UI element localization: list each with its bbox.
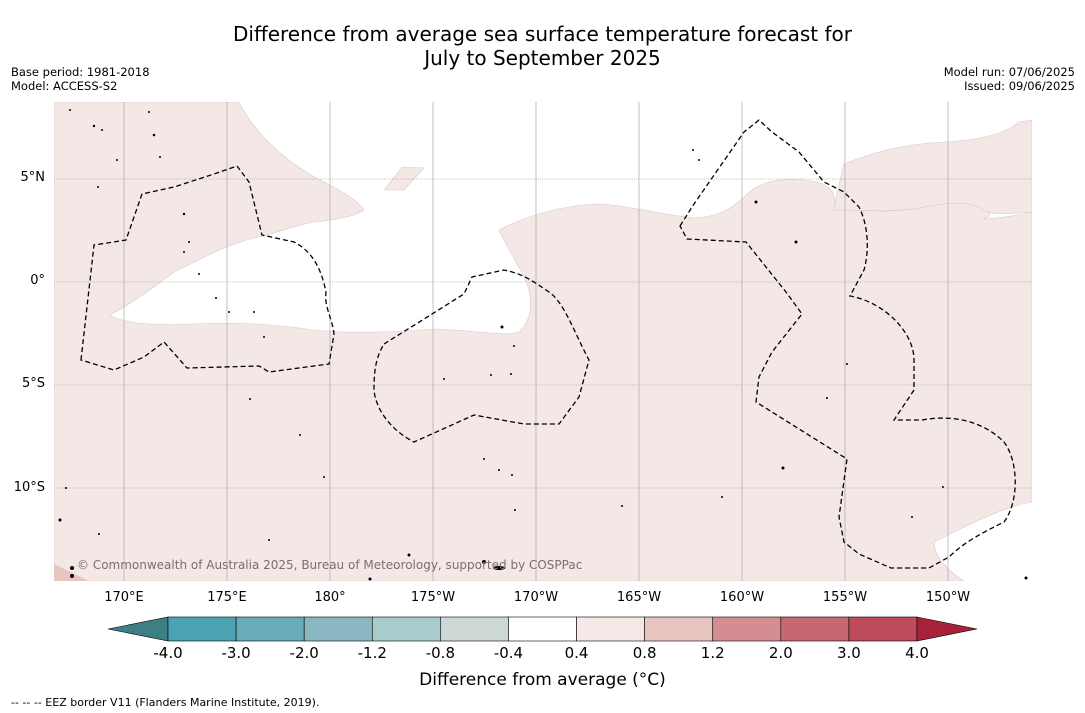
colorbar-segment <box>440 616 509 642</box>
colorbar-extension-low <box>107 616 169 642</box>
lat-label-5s: 5°S <box>21 376 45 391</box>
eez-legend-note: -- -- -- EEZ border V11 (Flanders Marine… <box>11 696 320 709</box>
colorbar-tick-label: -2.0 <box>289 644 319 662</box>
colorbar-segment <box>303 616 373 642</box>
colorbar-tick-label: -0.4 <box>493 644 524 662</box>
title-line-1: Difference from average sea surface temp… <box>232 22 852 46</box>
colorbar-segment <box>780 616 850 642</box>
base-period: Base period: 1981-2018 <box>11 65 150 79</box>
map-svg <box>54 102 1032 581</box>
map-title: Difference from average sea surface temp… <box>0 22 1085 70</box>
eez-borders <box>80 119 1016 569</box>
lon-label-175w: 175°W <box>410 590 456 605</box>
colorbar-tick-label: -3.0 <box>221 644 251 662</box>
colorbar-segment <box>576 616 645 642</box>
colorbar-extension-high <box>916 616 978 642</box>
colorbar <box>107 616 978 642</box>
colorbar-segment <box>712 616 782 642</box>
lon-label-170w: 170°W <box>513 590 559 605</box>
lon-label-170e: 170°E <box>104 590 144 605</box>
title-line-2: July to September 2025 <box>424 46 661 70</box>
colorbar-segment <box>167 616 237 642</box>
colorbar-tick-label: 0.4 <box>564 644 589 662</box>
colorbar-segment <box>235 616 305 642</box>
moderate-warm-patch <box>54 564 89 581</box>
colorbar-label: Difference from average (°C) <box>419 670 666 690</box>
meta-left: Base period: 1981-2018 Model: ACCESS-S2 <box>11 65 150 93</box>
colorbar-segments <box>107 616 978 642</box>
lat-label-0: 0° <box>30 273 45 288</box>
colorbar-tick-label: 0.8 <box>632 644 657 662</box>
colorbar-tick-label: 3.0 <box>836 644 861 662</box>
colorbar-segment <box>848 616 918 642</box>
model-run: Model run: 07/06/2025 <box>943 65 1075 79</box>
lat-label-5n: 5°N <box>20 170 46 185</box>
colorbar-tick-label: 1.2 <box>700 644 725 662</box>
lon-label-155w: 155°W <box>822 590 868 605</box>
gridlines <box>54 178 1032 489</box>
issued-date: Issued: 09/06/2025 <box>964 79 1075 93</box>
lon-label-180: 180° <box>314 590 346 605</box>
lon-label-160w: 160°W <box>719 590 765 605</box>
warm-anomaly-patch <box>383 166 425 191</box>
colorbar-tick-label: -4.0 <box>153 644 183 662</box>
lon-label-165w: 165°W <box>616 590 662 605</box>
colorbar-tick-label: -1.2 <box>357 644 387 662</box>
colorbar-segment <box>644 616 714 642</box>
colorbar-segment <box>371 616 441 642</box>
meta-right: Model run: 07/06/2025 Issued: 09/06/2025 <box>944 65 1075 93</box>
lon-label-175e: 175°E <box>207 590 247 605</box>
colorbar-segment <box>508 616 577 642</box>
lat-label-10s: 10°S <box>13 480 45 495</box>
model-name: Model: ACCESS-S2 <box>11 79 118 93</box>
copyright-notice: © Commonwealth of Australia 2025, Bureau… <box>77 558 583 572</box>
lon-label-150w: 150°W <box>925 590 971 605</box>
meridians <box>123 102 949 581</box>
colorbar-tick-label: -0.8 <box>425 644 455 662</box>
colorbar-tick-label: 4.0 <box>905 644 929 662</box>
islands <box>58 109 1028 581</box>
sst-anomaly-map <box>54 102 1032 581</box>
colorbar-tick-label: 2.0 <box>768 644 793 662</box>
warm-anomaly-north <box>833 119 1032 214</box>
